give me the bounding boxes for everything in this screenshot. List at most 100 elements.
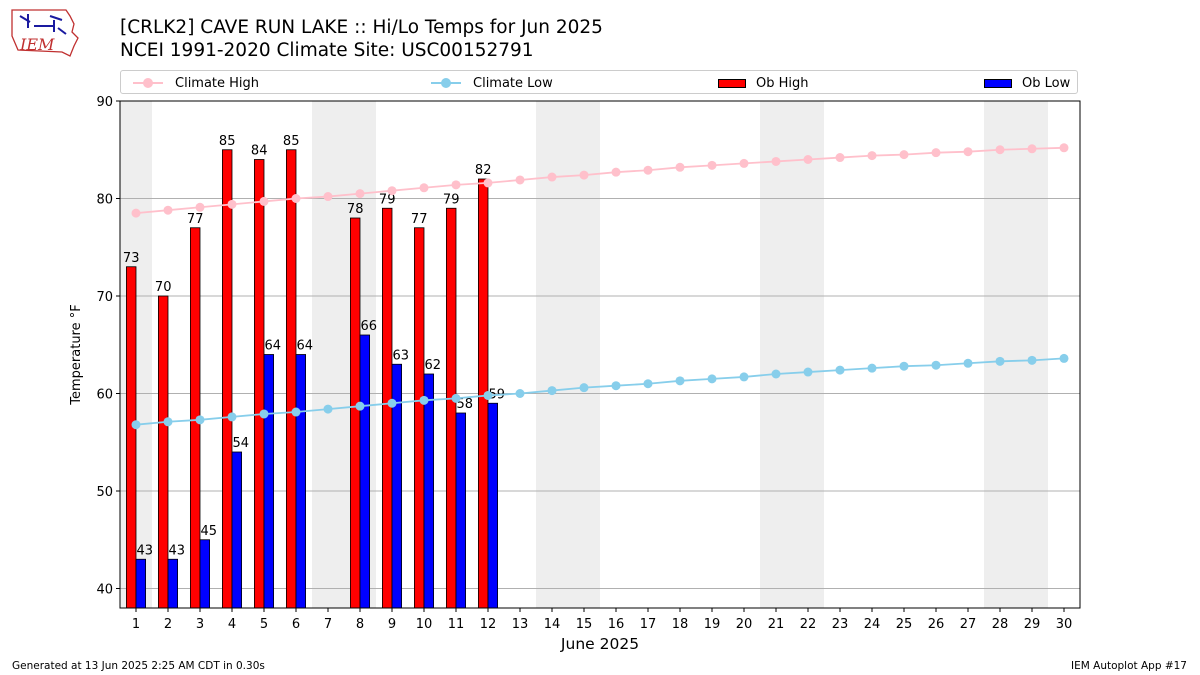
x-tick-label: 28 — [992, 617, 1009, 632]
climate-high-point — [835, 153, 845, 163]
climate-low-point — [323, 404, 333, 414]
weekend-shade — [312, 101, 344, 608]
climate-low-point — [387, 398, 397, 408]
climate-high-point — [707, 160, 717, 170]
climate-low-point — [835, 365, 845, 375]
climate-high-point — [291, 194, 301, 203]
x-tick-label: 22 — [800, 617, 817, 632]
legend-swatch-ob-high — [718, 78, 746, 88]
x-tick-label: 17 — [640, 617, 657, 632]
ob-high-bar — [126, 266, 137, 609]
climate-low-point — [579, 383, 589, 393]
x-tick-label: 21 — [768, 617, 785, 632]
y-tick-label: 60 — [96, 388, 113, 403]
ob-low-bar — [231, 451, 243, 609]
weekend-shade — [1016, 101, 1048, 608]
climate-low-point — [195, 415, 205, 425]
climate-low-point — [291, 407, 301, 417]
climate-high-line — [135, 146, 1065, 215]
ob-high-data-label: 84 — [251, 144, 268, 159]
x-tick-label: 14 — [544, 617, 561, 632]
x-tick-label: 1 — [132, 617, 140, 632]
climate-low-point — [899, 361, 909, 371]
climate-high-point — [195, 202, 205, 212]
ob-low-data-label: 64 — [265, 339, 282, 354]
ob-high-bar — [413, 227, 425, 609]
chart-legend: Climate High Climate Low Ob High Ob Low — [120, 70, 1078, 94]
climate-high-point — [515, 175, 525, 185]
x-tick-label: 30 — [1056, 617, 1073, 632]
legend-swatch-climate-low — [429, 74, 463, 92]
ob-high-data-label: 78 — [347, 202, 364, 217]
legend-item-ob-high: Ob High — [718, 74, 809, 92]
climate-low-point — [707, 374, 717, 384]
climate-low-point — [995, 356, 1005, 366]
ob-high-data-label: 77 — [187, 212, 204, 227]
x-tick-label: 18 — [672, 617, 689, 632]
ob-low-data-label: 66 — [361, 319, 378, 334]
climate-low-point — [515, 389, 525, 398]
x-tick-label: 7 — [324, 617, 332, 632]
x-tick-label: 19 — [704, 617, 721, 632]
climate-high-point — [1027, 144, 1037, 154]
climate-low-point — [739, 372, 749, 382]
climate-high-point — [803, 155, 813, 164]
x-tick-label: 5 — [260, 617, 268, 632]
climate-high-point — [259, 196, 269, 206]
ob-low-data-label: 58 — [457, 397, 474, 412]
x-tick-label: 9 — [388, 617, 396, 632]
ob-high-bar — [381, 207, 393, 609]
climate-low-point — [259, 409, 269, 419]
climate-low-point — [867, 363, 877, 373]
climate-low-point — [163, 417, 173, 427]
ob-high-bar — [221, 149, 233, 609]
ob-high-data-label: 85 — [283, 134, 300, 149]
weekend-shade — [792, 101, 824, 608]
ob-high-data-label: 73 — [123, 251, 140, 266]
x-tick-label: 23 — [832, 617, 849, 632]
climate-high-point — [995, 145, 1005, 155]
legend-label: Climate Low — [473, 75, 553, 91]
x-tick-label: 8 — [356, 617, 364, 632]
climate-low-point — [483, 390, 493, 400]
climate-low-point — [771, 369, 781, 379]
x-tick-label: 26 — [928, 617, 945, 632]
ob-low-data-label: 54 — [233, 436, 250, 451]
climate-high-point — [387, 186, 397, 196]
x-tick-label: 16 — [608, 617, 625, 632]
ob-low-bar — [455, 412, 467, 609]
ob-low-bar — [359, 334, 371, 609]
ob-high-data-label: 79 — [379, 192, 396, 207]
climate-high-point — [323, 192, 333, 202]
ob-low-data-label: 64 — [297, 339, 314, 354]
weekend-shade — [760, 101, 792, 608]
legend-label: Ob Low — [1022, 75, 1071, 91]
x-axis-label: June 2025 — [560, 635, 639, 653]
climate-high-point — [899, 150, 909, 160]
iem-logo: IEM — [8, 6, 82, 60]
y-axis-label: Temperature °F — [69, 304, 84, 405]
ob-low-bar — [487, 402, 499, 609]
climate-low-point — [547, 386, 557, 396]
x-tick-label: 3 — [196, 617, 204, 632]
climate-high-point — [931, 148, 941, 158]
x-tick-label: 15 — [576, 617, 593, 632]
climate-low-point — [611, 381, 621, 391]
footer-app-label: IEM Autoplot App #17 — [1071, 660, 1187, 672]
climate-low-point — [803, 367, 813, 377]
climate-low-point — [931, 360, 941, 370]
legend-swatch-ob-low — [984, 78, 1012, 88]
legend-label: Climate High — [175, 75, 260, 91]
climate-high-point — [675, 162, 685, 172]
climate-high-point — [131, 208, 141, 218]
climate-high-point — [163, 205, 173, 215]
footer-generated-text: Generated at 13 Jun 2025 2:25 AM CDT in … — [12, 660, 265, 672]
ob-high-data-label: 79 — [443, 192, 460, 207]
legend-swatch-climate-high — [131, 74, 165, 92]
ob-low-data-label: 62 — [425, 358, 442, 373]
climate-low-point — [131, 420, 141, 430]
climate-high-point — [483, 178, 493, 188]
climate-low-point — [1059, 353, 1069, 363]
climate-low-point — [419, 395, 429, 405]
y-tick-label: 50 — [96, 485, 113, 500]
